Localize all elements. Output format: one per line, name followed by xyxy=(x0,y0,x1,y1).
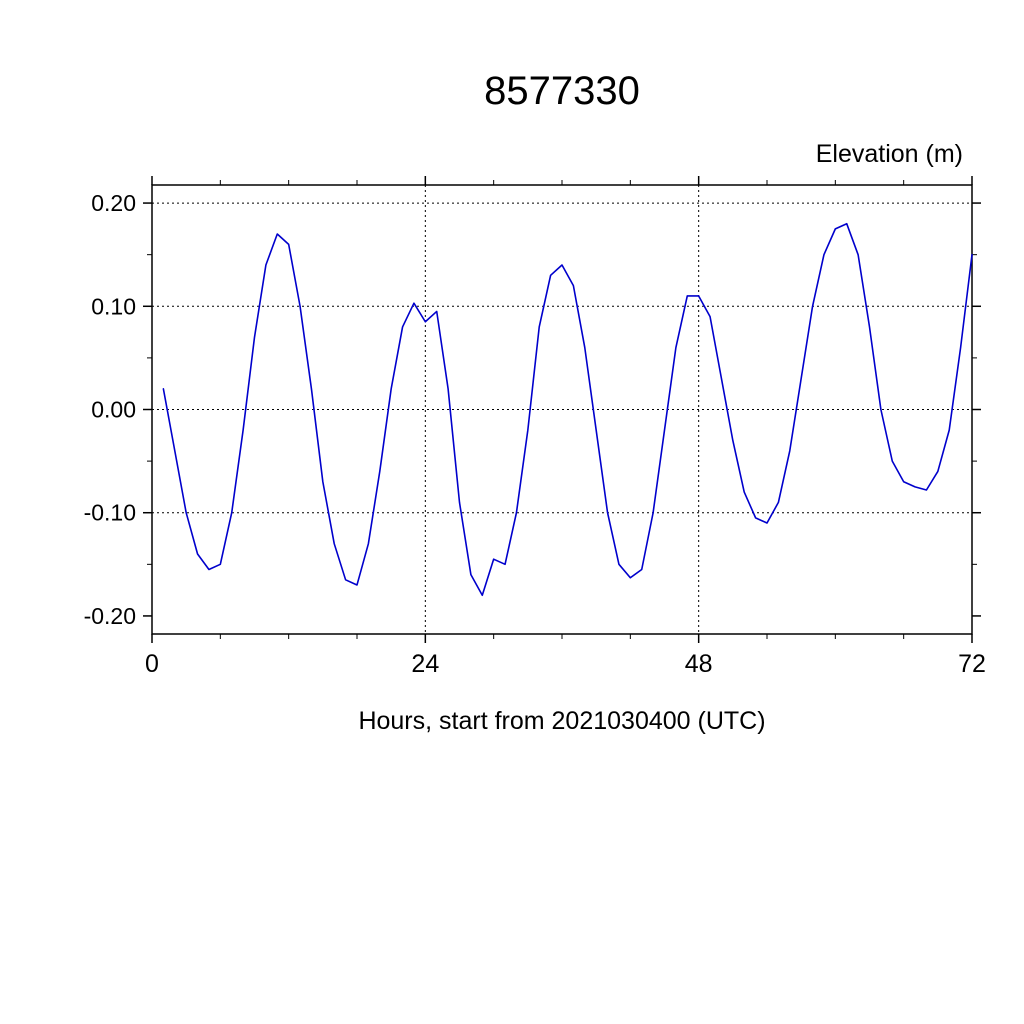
y-tick-label: 0.10 xyxy=(91,293,136,319)
x-tick-label: 0 xyxy=(145,650,159,678)
y-axis-title: Elevation (m) xyxy=(816,140,963,168)
x-axis-title: Hours, start from 2021030400 (UTC) xyxy=(358,707,765,735)
x-tick-label: 48 xyxy=(685,650,713,678)
y-tick-label: -0.20 xyxy=(84,603,136,629)
elevation-series-line xyxy=(162,222,973,597)
x-tick-label: 72 xyxy=(958,650,986,678)
y-tick-label: 0.20 xyxy=(91,190,136,216)
y-tick-label: -0.10 xyxy=(84,500,136,526)
x-tick-label: 24 xyxy=(411,650,439,678)
y-tick-label: 0.00 xyxy=(91,397,136,423)
chart-title: 8577330 xyxy=(484,69,640,113)
